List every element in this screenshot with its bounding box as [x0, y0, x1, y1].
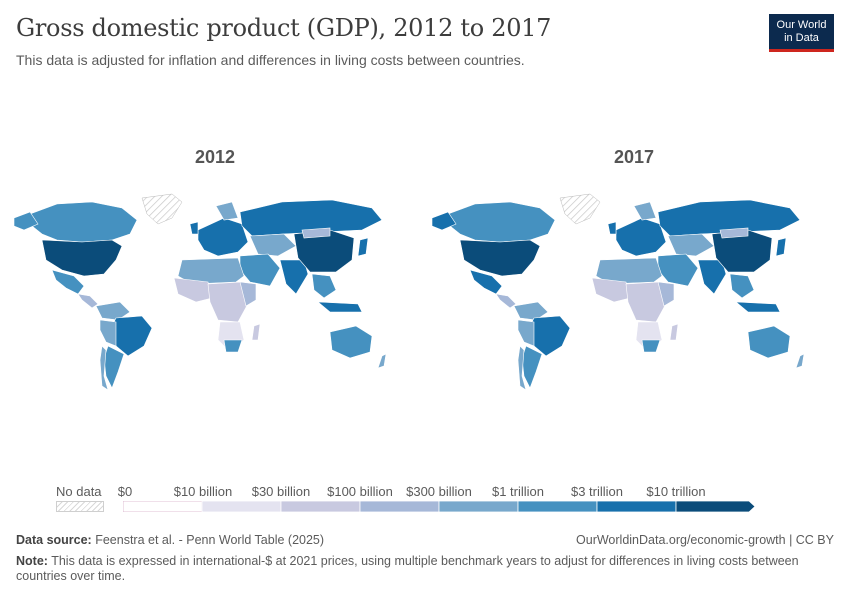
peru-bolivia — [517, 319, 535, 347]
logo-line1: Our World — [776, 19, 827, 31]
madagascar — [669, 323, 679, 341]
southeast-asia — [311, 273, 337, 299]
map-year-2012: 2012 — [194, 147, 236, 167]
legend-swatch-4[interactable] — [438, 501, 519, 512]
legend-swatch-5[interactable] — [517, 501, 598, 512]
west-africa — [591, 277, 631, 303]
data-source-text[interactable]: Feenstra et al. - Penn World Table (2025… — [95, 533, 325, 547]
greenland — [559, 193, 601, 225]
usa — [459, 239, 541, 277]
alaska — [431, 211, 457, 231]
scandinavia — [633, 201, 657, 221]
north-south-america — [95, 301, 131, 321]
east-africa — [239, 281, 257, 307]
legend-swatch-7[interactable] — [675, 501, 755, 512]
new-zealand — [795, 353, 805, 369]
uk — [607, 221, 617, 235]
europe — [197, 217, 249, 257]
central-america — [495, 293, 517, 309]
legend-no-data-swatch — [56, 501, 104, 512]
madagascar — [251, 323, 261, 341]
peru-bolivia — [99, 319, 117, 347]
map-year-2017: 2017 — [613, 147, 655, 167]
scandinavia — [215, 201, 239, 221]
south-africa — [223, 339, 243, 353]
footer-url[interactable]: OurWorldinData.org/economic-growth | CC … — [576, 533, 834, 547]
legend-color-bar — [123, 501, 755, 512]
legend-swatch-6[interactable] — [596, 501, 677, 512]
southeast-asia — [729, 273, 755, 299]
legend-label-1: $10 billion — [173, 484, 233, 499]
middle-east — [239, 253, 281, 287]
north-south-america — [513, 301, 549, 321]
data-source: Data source: Feenstra et al. - Penn Worl… — [16, 533, 324, 547]
canada — [447, 201, 556, 243]
note-label: Note: — [16, 554, 48, 568]
chile — [517, 345, 527, 391]
mongolia — [719, 227, 749, 239]
middle-east — [657, 253, 699, 287]
south-africa — [641, 339, 661, 353]
china — [293, 229, 355, 273]
world-map-2012[interactable] — [12, 190, 412, 400]
data-source-label: Data source: — [16, 533, 92, 547]
legend-swatch-2[interactable] — [280, 501, 361, 512]
usa — [41, 239, 123, 277]
north-africa — [595, 257, 663, 285]
china — [711, 229, 773, 273]
legend-label-5: $1 trillion — [491, 484, 545, 499]
central-america — [77, 293, 99, 309]
logo-line2: in Data — [784, 32, 819, 44]
map-legend: No data $0 $10 billion $30 billion $100 … — [0, 480, 850, 520]
uk — [189, 221, 199, 235]
argentina — [103, 345, 125, 389]
legend-swatch-0[interactable] — [123, 501, 203, 512]
legend-label-3: $100 billion — [327, 484, 393, 499]
russia — [657, 199, 801, 237]
chart-subtitle: This data is adjusted for inflation and … — [16, 52, 525, 68]
legend-swatch-3[interactable] — [359, 501, 440, 512]
legend-label-0: $0 — [117, 484, 133, 499]
indonesia — [735, 301, 781, 313]
new-zealand — [377, 353, 387, 369]
world-map-2017[interactable] — [430, 190, 830, 400]
japan — [357, 237, 369, 257]
note-text: This data is expressed in international-… — [16, 554, 799, 583]
canada — [29, 201, 138, 243]
central-asia — [667, 233, 715, 257]
legend-label-6: $3 trillion — [570, 484, 624, 499]
owid-logo[interactable]: Our World in Data — [769, 14, 834, 52]
east-africa — [657, 281, 675, 307]
west-africa — [173, 277, 213, 303]
chart-title: Gross domestic product (GDP), 2012 to 20… — [16, 14, 552, 42]
greenland — [141, 193, 183, 225]
argentina — [521, 345, 543, 389]
central-asia — [249, 233, 297, 257]
legend-swatch-1[interactable] — [201, 501, 282, 512]
russia — [239, 199, 383, 237]
australia — [329, 325, 373, 359]
legend-label-4: $300 billion — [406, 484, 472, 499]
australia — [747, 325, 791, 359]
japan — [775, 237, 787, 257]
europe — [615, 217, 667, 257]
legend-no-data-label: No data — [56, 484, 102, 499]
indonesia — [317, 301, 363, 313]
north-africa — [177, 257, 245, 285]
legend-label-2: $30 billion — [251, 484, 311, 499]
footnote: Note: This data is expressed in internat… — [16, 554, 831, 584]
alaska — [13, 211, 39, 231]
mongolia — [301, 227, 331, 239]
legend-label-7: $10 trillion — [646, 484, 706, 499]
chile — [99, 345, 109, 391]
